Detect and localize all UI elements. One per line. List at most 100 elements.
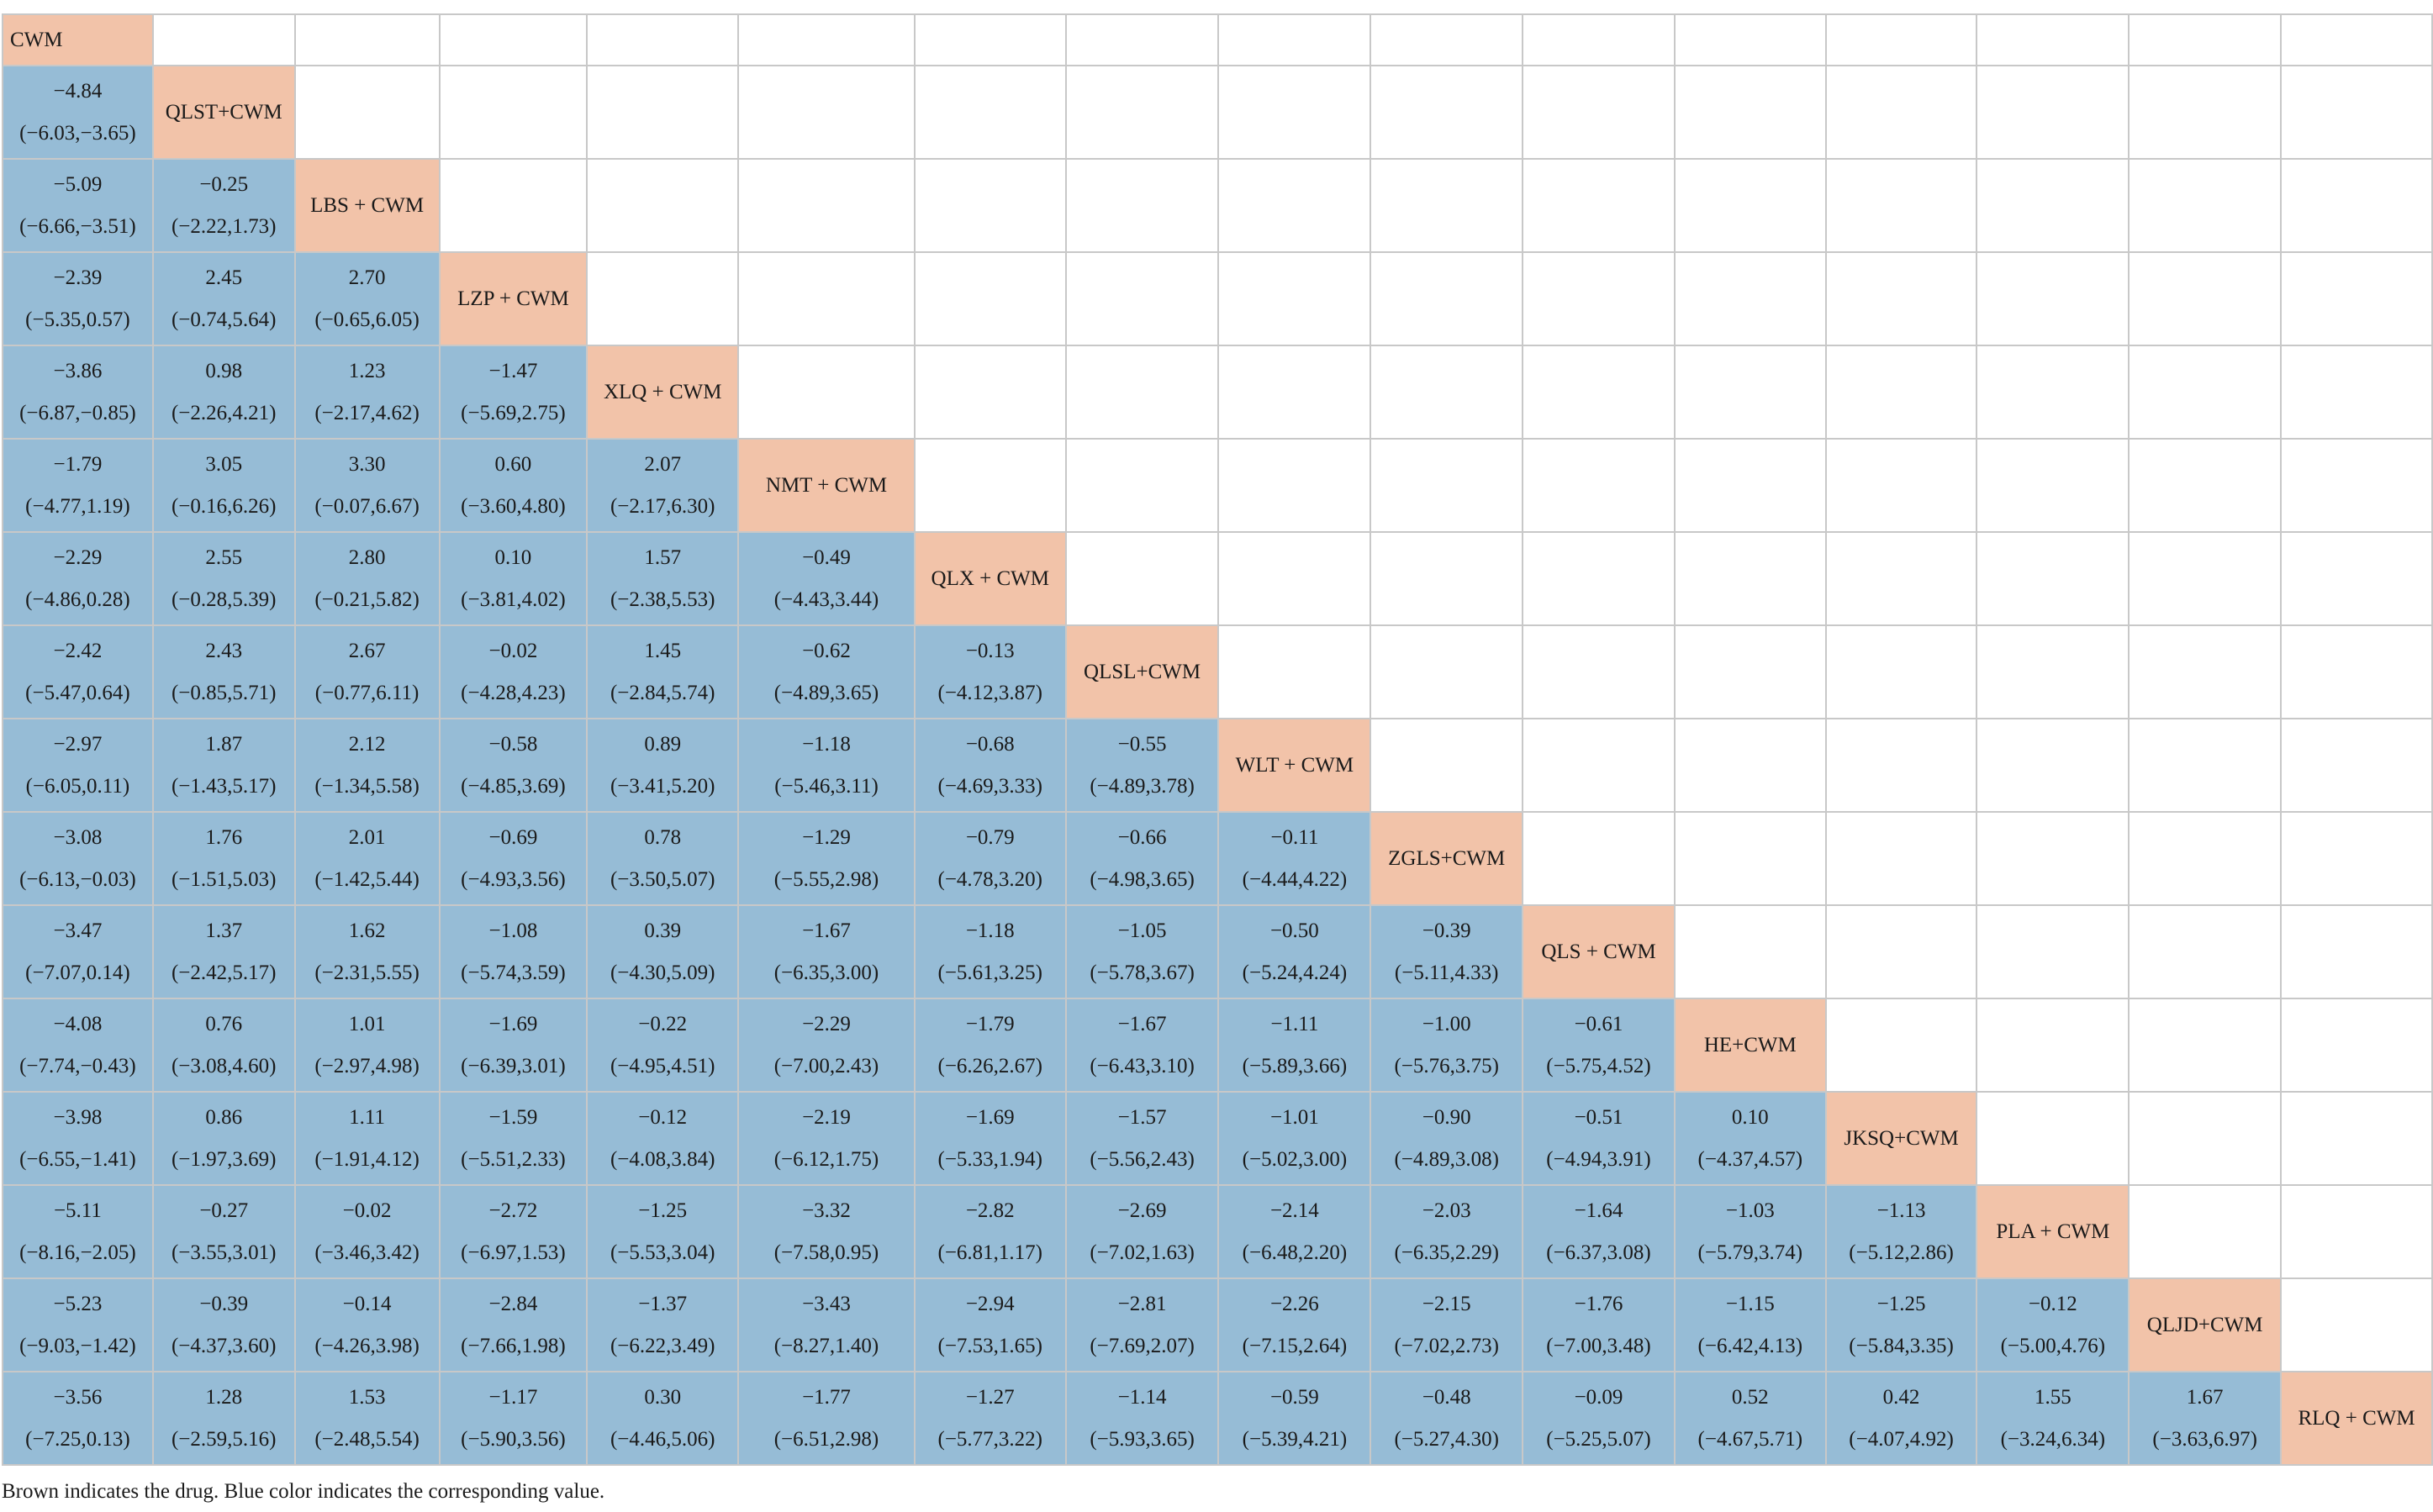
confidence-interval: (−5.89,3.66) <box>1242 1054 1348 1077</box>
value-cell: 1.37 (−2.42,5.17) <box>151 904 296 999</box>
confidence-interval: (−2.31,5.55) <box>314 961 420 984</box>
confidence-interval: (−1.51,5.03) <box>171 867 277 891</box>
empty-cell <box>2128 811 2283 906</box>
empty-cell <box>1522 718 1676 813</box>
empty-cell <box>2128 65 2283 160</box>
value-cell: 2.55 (−0.28,5.39) <box>151 531 296 626</box>
drug-cell: QLST+CWM <box>151 65 296 160</box>
estimate-value: 2.12 <box>348 732 386 756</box>
empty-cell <box>1064 65 1220 160</box>
empty-cell <box>1976 65 2130 160</box>
confidence-interval: (−5.61,3.25) <box>937 961 1043 984</box>
value-cell: −2.15 (−7.02,2.73) <box>1370 1278 1524 1372</box>
value-cell: −2.69 (−7.02,1.63) <box>1064 1184 1220 1279</box>
empty-cell <box>1522 811 1676 906</box>
estimate-value: −1.77 <box>802 1385 851 1409</box>
estimate-value: 2.45 <box>205 266 243 289</box>
empty-cell <box>913 438 1067 533</box>
value-cell: 0.10 (−4.37,4.57) <box>1673 1091 1827 1186</box>
confidence-interval: (−5.51,2.33) <box>461 1147 566 1171</box>
value-cell: −0.69 (−4.93,3.56) <box>438 811 588 906</box>
empty-cell <box>1824 65 1978 160</box>
empty-cell <box>1673 531 1827 626</box>
confidence-interval: (−3.24,6.34) <box>2000 1427 2106 1451</box>
value-cell: −0.14 (−4.26,3.98) <box>293 1278 441 1372</box>
empty-cell <box>1824 251 1978 346</box>
value-cell: −1.76 (−7.00,3.48) <box>1522 1278 1676 1372</box>
estimate-value: 1.45 <box>644 639 682 662</box>
confidence-interval: (−6.03,−3.65) <box>19 121 136 145</box>
confidence-interval: (−4.37,4.57) <box>1697 1147 1803 1171</box>
estimate-value: −1.79 <box>965 1012 1015 1035</box>
empty-cell <box>1976 531 2130 626</box>
empty-cell <box>913 158 1067 253</box>
confidence-interval: (−0.65,6.05) <box>314 308 420 331</box>
estimate-value: −2.15 <box>1422 1292 1471 1315</box>
value-cell: −0.02 (−4.28,4.23) <box>438 624 588 719</box>
value-cell: 1.11 (−1.91,4.12) <box>293 1091 441 1186</box>
empty-cell <box>1824 811 1978 906</box>
estimate-value: 0.60 <box>494 452 532 476</box>
empty-cell <box>1976 158 2130 253</box>
estimate-value: −0.13 <box>965 639 1015 662</box>
value-cell: 1.55 (−3.24,6.34) <box>1976 1371 2130 1466</box>
estimate-value: 3.05 <box>205 452 243 476</box>
confidence-interval: (−3.41,5.20) <box>610 774 715 798</box>
value-cell: 1.28 (−2.59,5.16) <box>151 1371 296 1466</box>
value-cell: −1.25 (−5.84,3.35) <box>1824 1278 1978 1372</box>
value-cell: −2.14 (−6.48,2.20) <box>1217 1184 1372 1279</box>
confidence-interval: (−5.47,0.64) <box>25 681 130 704</box>
estimate-value: −1.03 <box>1725 1199 1775 1222</box>
table-row: CWM <box>2 13 2433 66</box>
confidence-interval: (−7.02,2.73) <box>1394 1334 1499 1357</box>
estimate-value: −0.39 <box>199 1292 249 1315</box>
estimate-value: −0.09 <box>1574 1385 1623 1409</box>
value-cell: 2.45 (−0.74,5.64) <box>151 251 296 346</box>
estimate-value: −0.61 <box>1574 1012 1623 1035</box>
empty-cell <box>2128 904 2283 999</box>
table-row: −5.23 (−9.03,−1.42) −0.39 (−4.37,3.60) −0.14… <box>2 1278 2433 1372</box>
value-cell: −1.67 (−6.43,3.10) <box>1064 998 1220 1093</box>
estimate-value: 0.39 <box>644 919 682 942</box>
estimate-value: −2.82 <box>965 1199 1015 1222</box>
value-cell: −1.67 (−6.35,3.00) <box>737 904 916 999</box>
empty-cell <box>2128 1091 2283 1186</box>
empty-cell <box>1064 158 1220 253</box>
confidence-interval: (−5.76,3.75) <box>1394 1054 1499 1077</box>
empty-cell <box>1217 531 1372 626</box>
confidence-interval: (−6.87,−0.85) <box>19 401 136 424</box>
confidence-interval: (−4.08,3.84) <box>610 1147 715 1171</box>
confidence-interval: (−6.13,−0.03) <box>19 867 136 891</box>
confidence-interval: (−5.74,3.59) <box>461 961 566 984</box>
confidence-interval: (−6.37,3.08) <box>1546 1241 1651 1264</box>
estimate-value: −0.66 <box>1117 825 1167 849</box>
value-cell: −0.11 (−4.44,4.22) <box>1217 811 1372 906</box>
value-cell: −1.25 (−5.53,3.04) <box>586 1184 740 1279</box>
confidence-interval: (−5.84,3.35) <box>1849 1334 1954 1357</box>
confidence-interval: (−3.46,3.42) <box>314 1241 420 1264</box>
empty-cell <box>1673 13 1827 66</box>
estimate-value: −2.19 <box>802 1105 851 1129</box>
confidence-interval: (−4.94,3.91) <box>1546 1147 1651 1171</box>
estimate-value: −2.29 <box>802 1012 851 1035</box>
estimate-value: −0.58 <box>488 732 538 756</box>
value-cell: −1.57 (−5.56,2.43) <box>1064 1091 1220 1186</box>
value-cell: −0.27 (−3.55,3.01) <box>151 1184 296 1279</box>
confidence-interval: (−4.89,3.08) <box>1394 1147 1499 1171</box>
estimate-value: −1.69 <box>965 1105 1015 1129</box>
empty-cell <box>1673 158 1827 253</box>
empty-cell <box>2280 811 2433 906</box>
value-cell: −3.98 (−6.55,−1.41) <box>2 1091 154 1186</box>
empty-cell <box>737 65 916 160</box>
value-cell: 0.10 (−3.81,4.02) <box>438 531 588 626</box>
empty-cell <box>2280 718 2433 813</box>
estimate-value: −0.12 <box>2028 1292 2077 1315</box>
table-row: −1.79 (−4.77,1.19) 3.05 (−0.16,6.26) 3.30 (−0… <box>2 438 2433 533</box>
confidence-interval: (−2.17,6.30) <box>610 494 715 518</box>
estimate-value: 1.28 <box>205 1385 243 1409</box>
confidence-interval: (−5.55,2.98) <box>773 867 879 891</box>
value-cell: −1.29 (−5.55,2.98) <box>737 811 916 906</box>
confidence-interval: (−6.12,1.75) <box>773 1147 879 1171</box>
empty-cell <box>737 158 916 253</box>
value-cell: −0.12 (−4.08,3.84) <box>586 1091 740 1186</box>
